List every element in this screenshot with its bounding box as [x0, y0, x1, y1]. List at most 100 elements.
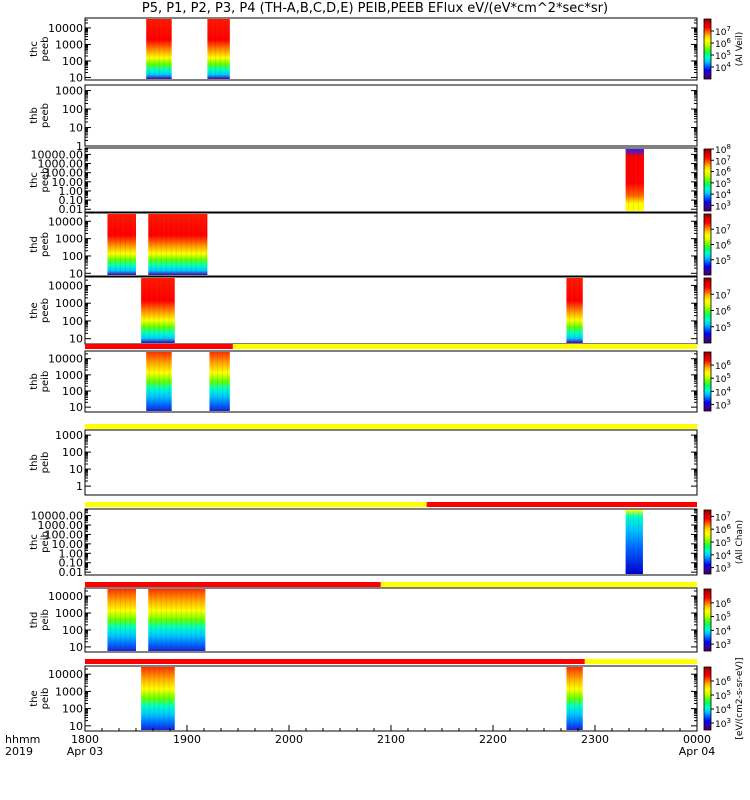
color-bar-tick-label: 107	[715, 154, 731, 167]
panel-label: thdpeib	[29, 609, 51, 631]
panel-label-line: peeb	[40, 37, 51, 62]
y-tick-label: 100.00	[45, 528, 84, 541]
color-bar-tick-base: 10	[715, 146, 727, 156]
panel-thb_peeb: 1 10 100 1000 thbpeeb	[29, 84, 698, 153]
x-tick-label: 2100	[377, 733, 405, 746]
color-bar-tick-base: 10	[715, 157, 727, 167]
color-bar-tick-label: 106	[715, 239, 731, 252]
panel-label: thcpeeb	[29, 37, 51, 62]
color-bar-tick-exp: 6	[726, 239, 731, 247]
y-tick-label: 10	[69, 71, 83, 84]
panel-label: thepeeb	[29, 298, 51, 323]
y-tick-label: 10	[69, 401, 83, 414]
panel-label-line: thc	[29, 534, 40, 550]
color-bar-tick-base: 10	[715, 614, 727, 624]
y-tick-label: 10000	[48, 215, 83, 228]
panel-label-line: thc	[29, 172, 40, 188]
color-bar-tick-base: 10	[715, 257, 727, 267]
y-tick-label: 10000	[48, 22, 83, 35]
x-tick-label: 1900	[173, 733, 201, 746]
color-bar-tick-exp: 3	[726, 717, 730, 725]
y-tick-label: 10	[69, 122, 83, 135]
color-bar-tick-exp: 4	[726, 61, 731, 69]
spectrogram-block	[566, 278, 583, 343]
color-bar-tick-base: 10	[715, 191, 727, 201]
color-bar-tick-label: 108	[715, 143, 731, 156]
color-bar-tick-base: 10	[715, 64, 727, 74]
color-bar-tick-label: 106	[715, 359, 731, 372]
y-tick-label: 1000	[55, 297, 83, 310]
spectrogram-block	[148, 589, 206, 651]
color-bar-tick-exp: 6	[726, 37, 731, 45]
color-bar-tick-base: 10	[715, 641, 727, 651]
color-bar-tick-base: 10	[715, 291, 727, 301]
color-bar-tick-label: 104	[715, 549, 731, 562]
y-tick-label: 100	[62, 385, 83, 398]
color-bar	[703, 509, 712, 575]
panel-frame	[84, 84, 698, 147]
color-bar-tick-label: 105	[715, 49, 731, 62]
y-tick-label: 100	[62, 624, 83, 637]
color-bar-tick-label: 104	[715, 61, 731, 74]
flag-bar-segment	[85, 424, 697, 429]
x-tick-label: 1800	[71, 733, 99, 746]
color-bar-tick-exp: 5	[726, 372, 730, 380]
y-tick-label: 100	[62, 315, 83, 328]
x-date-label: Apr 04	[679, 745, 716, 758]
x-row-label: hhmm	[5, 733, 40, 746]
color-bar-tick-exp: 3	[726, 562, 730, 570]
flag-bar-segment	[85, 344, 233, 349]
color-bar-tick-exp: 3	[726, 638, 730, 646]
color-bar-tick-base: 10	[715, 539, 727, 549]
spectrogram-block	[625, 149, 644, 211]
flag-bar-segment	[584, 659, 697, 664]
color-bar-tick-base: 10	[715, 52, 727, 62]
color-bar-tick-label: 104	[715, 188, 731, 201]
color-bar-tick-label: 105	[715, 611, 731, 624]
y-tick-label: 10.00	[52, 176, 84, 189]
panel-frame	[84, 429, 698, 496]
y-tick-label: 10	[69, 641, 83, 654]
panel-label-line: peeb	[40, 232, 51, 257]
color-bar-tick-base: 10	[715, 600, 727, 610]
y-tick-label: 10000	[48, 668, 83, 681]
color-bar-tick-label: 104	[715, 385, 731, 398]
color-bar-tick-base: 10	[715, 375, 727, 385]
color-bar-tick-label: 106	[715, 305, 731, 318]
panel-label: thdpeeb	[29, 232, 51, 257]
y-tick-label: 10.00	[52, 538, 84, 551]
panel-label-line: thb	[29, 454, 40, 471]
color-bar-tick-exp: 6	[726, 523, 731, 531]
color-bar-tick-label: 105	[715, 177, 731, 190]
panel-label-line: peib	[40, 452, 51, 474]
color-bar	[703, 666, 712, 731]
color-bar-tick-exp: 8	[726, 143, 730, 151]
spectrogram-block	[146, 19, 172, 79]
panel-label-line: thc	[29, 41, 40, 57]
y-tick-label: 10000	[48, 590, 83, 603]
color-bar-tick-exp: 4	[726, 188, 731, 196]
color-bar-label: (All Chan)	[735, 520, 745, 564]
color-bar	[703, 588, 712, 652]
panel-label-line: peeb	[40, 298, 51, 323]
spectrogram-block	[625, 510, 643, 574]
panel-label-line: peeb	[40, 168, 51, 193]
color-bar-tick-base: 10	[715, 692, 727, 702]
color-bar-tick-exp: 5	[726, 49, 730, 57]
color-bar-tick-label: 103	[715, 638, 731, 651]
y-tick-label: 10	[69, 720, 83, 733]
y-tick-label: 10	[69, 463, 83, 476]
color-bar-tick-exp: 4	[726, 549, 731, 557]
color-bar-tick-label: 105	[715, 321, 731, 334]
y-tick-label: 100	[62, 703, 83, 716]
color-bar	[703, 148, 712, 212]
y-tick-label: 0.01	[59, 566, 84, 579]
color-bar-tick-exp: 6	[726, 675, 731, 683]
y-tick-label: 1000.00	[38, 519, 84, 532]
color-bar-tick-label: 106	[715, 37, 731, 50]
color-bar-tick-base: 10	[715, 401, 727, 411]
color-bar-tick-label: 106	[715, 597, 731, 610]
